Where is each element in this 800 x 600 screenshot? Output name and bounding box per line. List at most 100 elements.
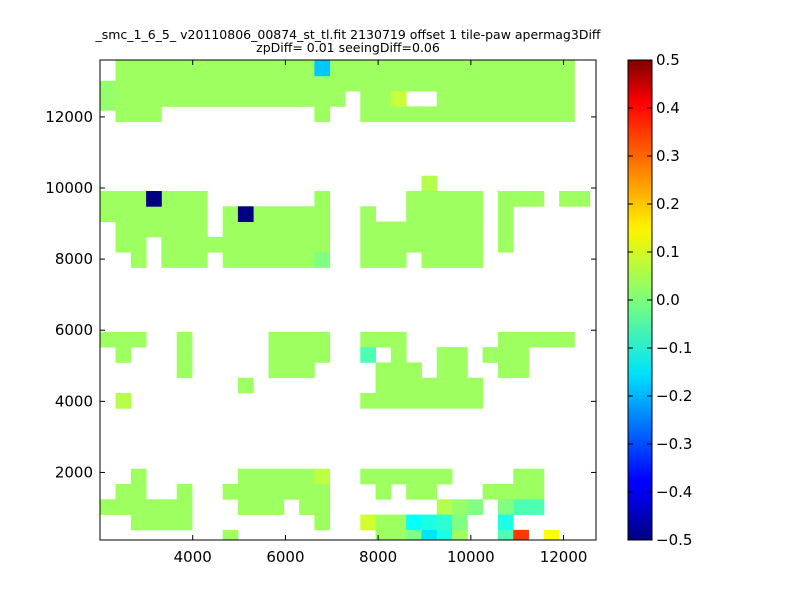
heatmap-cell	[222, 252, 239, 268]
colorbar-tick-label: 0.5	[656, 51, 680, 69]
colorbar-tick-label: 0.4	[656, 99, 680, 117]
heatmap-cell	[237, 221, 254, 238]
heatmap-cell	[130, 191, 147, 207]
heatmap-cell	[513, 60, 529, 77]
heatmap-cell	[360, 236, 376, 253]
heatmap-cell	[176, 514, 193, 531]
heatmap-cell	[559, 75, 575, 92]
heatmap-cell	[360, 75, 376, 92]
colorbar-tick-label: 0.1	[656, 243, 680, 261]
heatmap-cell	[253, 236, 269, 253]
heatmap-cell	[268, 221, 285, 238]
heatmap-cell	[222, 221, 239, 238]
heatmap-cell	[299, 499, 315, 515]
chart-title: _smc_1_6_5_ v20110806_00874_st_tl.fit 21…	[94, 27, 600, 55]
heatmap-cell	[436, 362, 453, 379]
heatmap-cell	[375, 377, 392, 394]
heatmap-cell	[436, 75, 453, 92]
heatmap-cell	[207, 236, 224, 253]
heatmap-cell	[222, 75, 239, 92]
heatmap-cell	[146, 91, 162, 107]
colorbar-ticks: −0.5 −0.4 −0.3 −0.2 −0.1 0.0 0.1 0.2 0.3 0.4 0.5	[628, 51, 692, 549]
heatmap-cell	[528, 191, 545, 207]
y-tick-label: 4000	[55, 392, 93, 410]
heatmap-cell	[176, 499, 193, 515]
heatmap-cell	[115, 347, 132, 363]
heatmap-cell	[467, 91, 484, 107]
heatmap-cell	[192, 252, 208, 268]
heatmap-cell	[222, 484, 239, 500]
heatmap-cell	[467, 60, 484, 77]
heatmap-cell	[115, 106, 132, 123]
heatmap-cell	[452, 206, 468, 222]
heatmap-cell	[115, 191, 132, 207]
heatmap-cell	[176, 91, 193, 107]
heatmap-cell	[146, 191, 162, 207]
heatmap-cell	[314, 252, 331, 268]
heatmap-cell	[421, 252, 438, 268]
heatmap-cell	[436, 236, 453, 253]
heatmap-cell	[406, 106, 422, 123]
heatmap-cell	[237, 468, 254, 485]
chart-title-line-1: _smc_1_6_5_ v20110806_00874_st_tl.fit 21…	[94, 27, 600, 42]
heatmap-cell	[375, 91, 392, 107]
heatmap-cell	[130, 331, 147, 348]
heatmap-cell	[406, 484, 422, 500]
heatmap-cell	[390, 60, 407, 77]
heatmap-cell	[192, 191, 208, 207]
heatmap-cell	[222, 91, 239, 107]
heatmap-cell	[115, 91, 132, 107]
heatmap-cell	[100, 331, 116, 348]
y-tick-label: 2000	[55, 463, 93, 481]
heatmap-cell	[283, 91, 300, 107]
heatmap-cell	[452, 514, 468, 531]
heatmap-cell	[513, 191, 529, 207]
heatmap-cell	[192, 206, 208, 222]
heatmap-cell	[559, 91, 575, 107]
heatmap-cell	[497, 499, 514, 515]
heatmap-cell	[513, 75, 529, 92]
heatmap-cell	[497, 347, 514, 363]
heatmap-cell	[436, 106, 453, 123]
heatmap-cell	[543, 331, 560, 348]
x-tick-label: 12000	[540, 548, 588, 566]
heatmap-cell	[283, 347, 300, 363]
heatmap-cell	[513, 362, 529, 379]
heatmap-cell	[467, 499, 484, 515]
heatmap-cell	[100, 95, 116, 111]
heatmap-cell	[406, 236, 422, 253]
heatmap-cell	[421, 60, 438, 77]
heatmap-cell	[467, 392, 484, 409]
heatmap-cell	[360, 514, 376, 531]
heatmap-cell	[528, 499, 545, 515]
heatmap-cell	[436, 191, 453, 207]
heatmap-cell	[176, 191, 193, 207]
heatmap-cell	[130, 91, 147, 107]
heatmap-cell	[115, 75, 132, 92]
heatmap-cell	[360, 91, 376, 107]
heatmap-cell	[482, 60, 499, 77]
heatmap-cell	[467, 377, 484, 394]
heatmap-cell	[237, 60, 254, 77]
heatmap-cell	[268, 484, 285, 500]
heatmap-cell	[253, 468, 269, 485]
heatmap-cell	[176, 362, 193, 379]
heatmap-cell	[283, 362, 300, 379]
heatmap-cell	[146, 499, 162, 515]
heatmap-cell	[467, 191, 484, 207]
heatmap-cell	[421, 468, 438, 485]
heatmap-cell	[314, 236, 331, 253]
heatmap-cell	[436, 206, 453, 222]
colorbar: −0.5 −0.4 −0.3 −0.2 −0.1 0.0 0.1 0.2 0.3 0.4 0.5	[627, 51, 692, 549]
heatmap-cell	[436, 392, 453, 409]
heatmap-cell	[406, 75, 422, 92]
y-axis: 2000 4000 6000 8000 10000 12000	[45, 108, 596, 481]
heatmap-cell	[130, 236, 147, 253]
heatmap-cell	[497, 529, 514, 540]
heatmap-cell	[513, 106, 529, 123]
heatmap-cell	[513, 347, 529, 363]
heatmap-cell	[406, 377, 422, 394]
heatmap-cell	[176, 221, 193, 238]
heatmap-cell	[375, 362, 392, 379]
